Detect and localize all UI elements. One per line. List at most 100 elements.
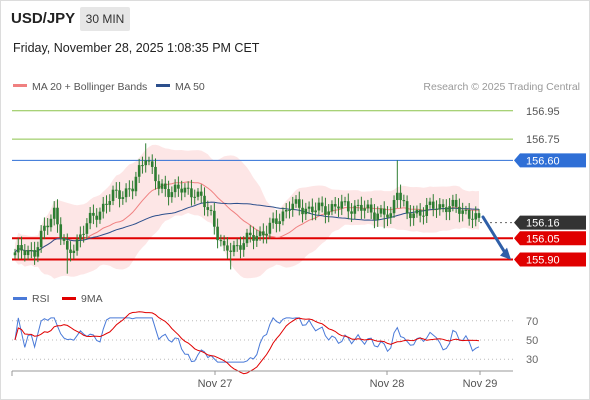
candle-body [222,241,226,246]
ma50-legend-label: MA 50 [175,81,205,93]
candle-body [164,183,167,190]
candle-body [350,211,353,214]
candle-body [85,223,89,234]
candle-body [150,161,154,167]
candle-body [262,231,265,236]
level-tag-156.60 [514,153,586,168]
candle-body [186,187,190,189]
candle-body [20,245,23,251]
candle-body [213,210,216,227]
candle-body [278,221,281,224]
candle-body [167,189,170,198]
timeframe-button[interactable]: 30 MIN [80,7,130,31]
candle-body [235,245,239,247]
ma50-line [14,201,480,253]
candle-body [353,205,357,214]
candle-body [324,206,327,215]
candle-body [114,189,118,191]
candle-body [196,191,200,197]
candle-body [39,230,43,248]
candle-body [307,206,311,209]
candle-body [363,208,366,211]
rsi-legend-swatch [13,297,27,300]
candle-body [173,184,177,193]
candle-body [346,201,350,212]
candle-body [265,233,268,236]
level-label-156.60: 156.60 [526,155,560,167]
candle-body [366,204,370,209]
candle-body [134,176,138,192]
candle-body [386,214,389,218]
level-label-156.95: 156.95 [526,106,560,118]
symbol-label: USD/JPY [11,10,76,27]
candle-body [445,207,448,213]
candle-body [379,208,383,214]
candle-body [118,190,121,199]
candle-body [382,208,386,215]
x-tick-label-nov-27: Nov 27 [198,378,233,390]
candle-body [333,204,337,207]
candle-body [43,225,46,231]
candle-body [23,250,27,256]
candle-body [147,160,151,162]
candle-body [255,235,259,241]
candle-body [409,213,412,219]
candle-body [474,213,478,220]
candle-body [56,207,59,225]
forecast-arrow-shaft [481,215,507,255]
candle-body [65,240,69,250]
candle-body [281,211,285,222]
candle-body [389,213,393,218]
rsi-line [14,317,480,363]
candle-body [144,160,148,166]
candle-body [343,201,347,203]
candle-body [36,247,40,257]
candle-body [131,188,134,192]
level-tag-156.05 [514,231,586,246]
candle-body [454,199,458,207]
candle-body [275,218,278,224]
candle-body [248,232,252,236]
candle-body [72,250,76,254]
candle-body [458,206,461,214]
candle-body [471,218,474,220]
candle-body [441,204,445,208]
candle-body [199,191,203,196]
candle-body [79,234,82,240]
timestamp: Friday, November 28, 2025 1:08:35 PM CET [13,41,260,55]
candle-body [330,204,334,212]
candle-body [320,202,324,207]
candle-body [412,213,415,219]
candle-body [360,204,363,211]
ma9-legend-swatch [62,297,76,300]
candle-body [128,188,131,190]
candle-body [52,207,56,219]
ma20-legend-swatch [13,84,27,87]
candle-body [82,233,85,235]
rsi-legend-label: RSI [32,293,50,305]
candle-body [111,189,115,202]
candle-body [467,209,471,219]
candle-body [88,212,92,224]
ma9-legend-label: 9MA [81,293,103,305]
forecast-arrow-head [500,247,511,260]
candle-body [415,209,419,214]
candle-body [258,231,262,236]
candle-body [291,203,295,211]
candle-body [327,211,330,215]
candle-body [418,209,422,216]
candle-body [30,250,33,252]
candle-body [26,250,30,256]
candle-body [62,238,66,241]
rsi-tick-30: 30 [526,354,538,366]
candle-body [75,239,79,251]
candle-body [141,165,144,167]
candle-body [203,195,206,208]
bollinger-bands [15,144,479,279]
candle-body [461,210,464,214]
candle-body [160,183,164,189]
candle-body [301,207,304,215]
candle-body [376,213,380,220]
candle-body [392,200,396,214]
